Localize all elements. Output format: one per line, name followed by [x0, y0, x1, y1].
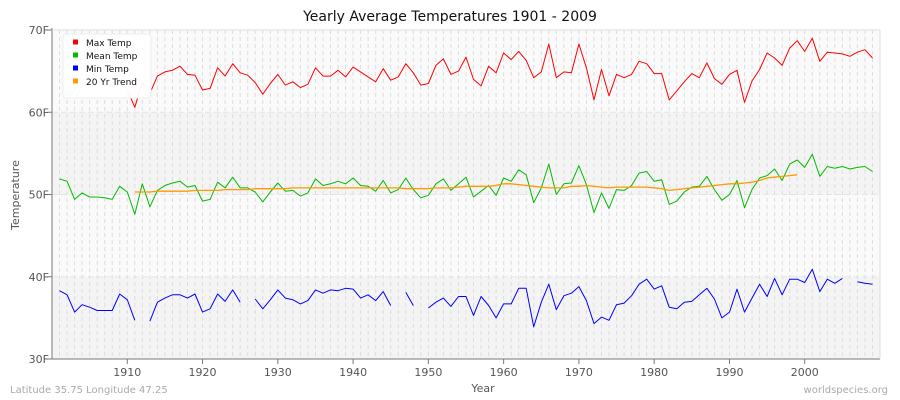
axes: 30F 40F 50F 60F 70F 1910 1920 1930 1940 1950 1960 1… — [29, 24, 881, 379]
legend-label: Min Temp — [86, 65, 129, 75]
x-tick-label: 1930 — [264, 366, 292, 379]
legend-label: Max Temp — [86, 39, 132, 49]
y-tick-label: 70F — [29, 24, 49, 37]
x-tick-label: 1990 — [715, 366, 743, 379]
legend-swatch — [73, 39, 78, 45]
chart-title: Yearly Average Temperatures 1901 - 2009 — [303, 9, 597, 25]
source-label: worldspecies.org — [803, 385, 888, 396]
x-tick-label: 1960 — [490, 366, 518, 379]
legend-swatch — [73, 52, 78, 58]
y-axis-label: Temperature — [9, 160, 22, 231]
gridlines — [52, 29, 880, 360]
series-line-max-temp — [126, 37, 873, 108]
x-tick-label: 2000 — [791, 366, 819, 379]
location-label: Latitude 35.75 Longitude 47.25 — [10, 385, 168, 396]
legend-box — [62, 33, 152, 99]
y-tick-label: 40F — [29, 271, 49, 284]
band — [52, 30, 880, 113]
x-tick-label: 1910 — [113, 366, 141, 379]
legend-label: Mean Temp — [86, 52, 138, 62]
series-line-mean-temp — [59, 153, 873, 215]
legend: Max Temp Mean Temp Min Temp 20 Yr Trend — [62, 33, 152, 99]
series-line-20-yr-trend — [134, 174, 798, 193]
x-tick-label: 1970 — [565, 366, 593, 379]
y-tick-label: 50F — [29, 189, 49, 202]
x-tick-label: 1980 — [640, 366, 668, 379]
series-lines — [59, 37, 873, 328]
legend-swatch — [73, 65, 78, 71]
y-tick-label: 60F — [29, 106, 49, 119]
background-bands — [52, 30, 880, 359]
series-line-min-temp — [59, 268, 873, 328]
x-tick-label: 1950 — [414, 366, 442, 379]
x-axis-label: Year — [470, 382, 495, 395]
y-tick-label: 30F — [29, 353, 49, 366]
x-tick-label: 1920 — [189, 366, 217, 379]
legend-swatch — [73, 78, 78, 84]
x-tick-label: 1940 — [339, 366, 367, 379]
legend-label: 20 Yr Trend — [86, 78, 137, 88]
